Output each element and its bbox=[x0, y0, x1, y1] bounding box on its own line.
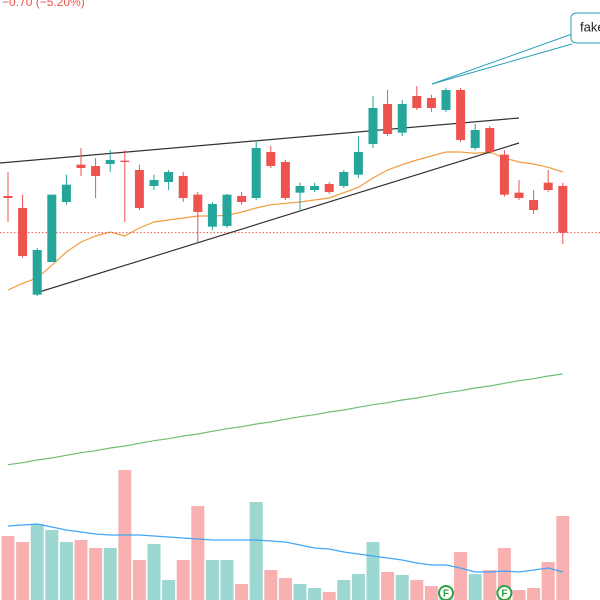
event-marker[interactable] bbox=[438, 585, 454, 600]
volume-bar bbox=[468, 574, 482, 600]
volume-bar bbox=[235, 584, 249, 600]
volume-ma-line bbox=[7, 523, 563, 573]
volume-bar bbox=[132, 560, 146, 600]
volume-bar bbox=[395, 575, 409, 600]
volume-bar bbox=[30, 524, 44, 600]
candle-body bbox=[149, 180, 159, 186]
volume-bar bbox=[249, 502, 263, 600]
volume-bar bbox=[264, 570, 278, 600]
event-label: F bbox=[501, 589, 507, 600]
candle-body bbox=[251, 148, 261, 198]
volume-bar bbox=[454, 552, 468, 600]
volume-bar bbox=[366, 542, 380, 600]
header-change: −0.70 (−5.20%) bbox=[2, 0, 85, 9]
volume-bar bbox=[424, 586, 438, 600]
candle-body bbox=[558, 186, 568, 233]
candle-body bbox=[499, 154, 509, 195]
volume-bar bbox=[512, 590, 526, 600]
candle-body bbox=[105, 160, 115, 164]
volume-bar bbox=[410, 580, 424, 600]
candle-body bbox=[164, 172, 174, 182]
callout-box[interactable] bbox=[570, 12, 600, 44]
candle-body bbox=[397, 104, 407, 133]
volume-bar bbox=[59, 542, 73, 600]
candle-body bbox=[295, 186, 305, 193]
candle-body bbox=[324, 184, 334, 192]
volume-bar bbox=[556, 516, 570, 600]
candle-body bbox=[207, 204, 217, 227]
event-marker[interactable] bbox=[496, 585, 513, 600]
volume-bar bbox=[191, 506, 205, 600]
trend-line bbox=[0, 117, 520, 164]
candle-body bbox=[134, 170, 144, 208]
candle-body bbox=[441, 90, 451, 110]
candle-body bbox=[456, 90, 466, 140]
candle-body bbox=[266, 152, 276, 166]
candle-body bbox=[120, 160, 130, 162]
volume-bar bbox=[351, 574, 365, 600]
volume-bar bbox=[74, 540, 88, 600]
event-label: F bbox=[443, 589, 449, 600]
candles bbox=[3, 86, 568, 296]
candle-body bbox=[543, 182, 553, 190]
volume-bar bbox=[147, 544, 161, 600]
callout-pointer bbox=[431, 33, 573, 85]
candle-body bbox=[383, 104, 393, 134]
candle-body bbox=[426, 98, 436, 108]
volume-bar bbox=[176, 560, 190, 600]
indicator-lines bbox=[0, 151, 600, 466]
candle-body bbox=[178, 176, 188, 198]
volume-bar bbox=[527, 588, 541, 600]
volume-bar bbox=[337, 580, 351, 600]
volume-bar bbox=[1, 536, 15, 600]
candle-body bbox=[18, 208, 28, 256]
candle-body bbox=[76, 164, 86, 168]
candle-body bbox=[310, 186, 320, 190]
volume-bar bbox=[483, 570, 497, 600]
candle-body bbox=[353, 152, 363, 175]
volume-bar bbox=[89, 548, 103, 600]
moving-average-line bbox=[7, 373, 563, 466]
volume-bar bbox=[308, 588, 322, 600]
volume-bar bbox=[103, 548, 117, 600]
candle-body bbox=[61, 184, 71, 202]
candle-body bbox=[339, 172, 349, 186]
moving-average-line bbox=[7, 151, 563, 291]
candle-body bbox=[485, 128, 495, 152]
volume-bar bbox=[220, 560, 234, 600]
candle-body bbox=[280, 162, 290, 198]
volume-bar bbox=[16, 542, 30, 600]
candle-body bbox=[193, 194, 203, 212]
trend-line bbox=[35, 142, 520, 294]
candle-body bbox=[91, 166, 101, 176]
volume-bar bbox=[278, 578, 292, 600]
callout-pointer bbox=[431, 43, 573, 85]
candle-body bbox=[514, 192, 524, 198]
volume-bar bbox=[45, 530, 59, 600]
candle-body bbox=[470, 130, 480, 148]
callout-text: fake bbox=[580, 19, 600, 34]
volume-pane bbox=[1, 470, 570, 600]
volume-bar bbox=[293, 584, 307, 600]
volume-bar bbox=[381, 572, 395, 600]
candle-body bbox=[529, 200, 539, 210]
volume-bar bbox=[322, 592, 336, 600]
candle-body bbox=[222, 194, 232, 226]
volume-bar bbox=[205, 560, 219, 600]
candle-body bbox=[3, 196, 13, 198]
candle-body bbox=[412, 96, 422, 108]
candle-body bbox=[47, 194, 57, 262]
candle-body bbox=[237, 196, 247, 202]
candle-body bbox=[32, 250, 42, 295]
candle-body bbox=[368, 108, 378, 144]
volume-bar bbox=[162, 580, 176, 600]
volume-bar bbox=[541, 562, 555, 600]
